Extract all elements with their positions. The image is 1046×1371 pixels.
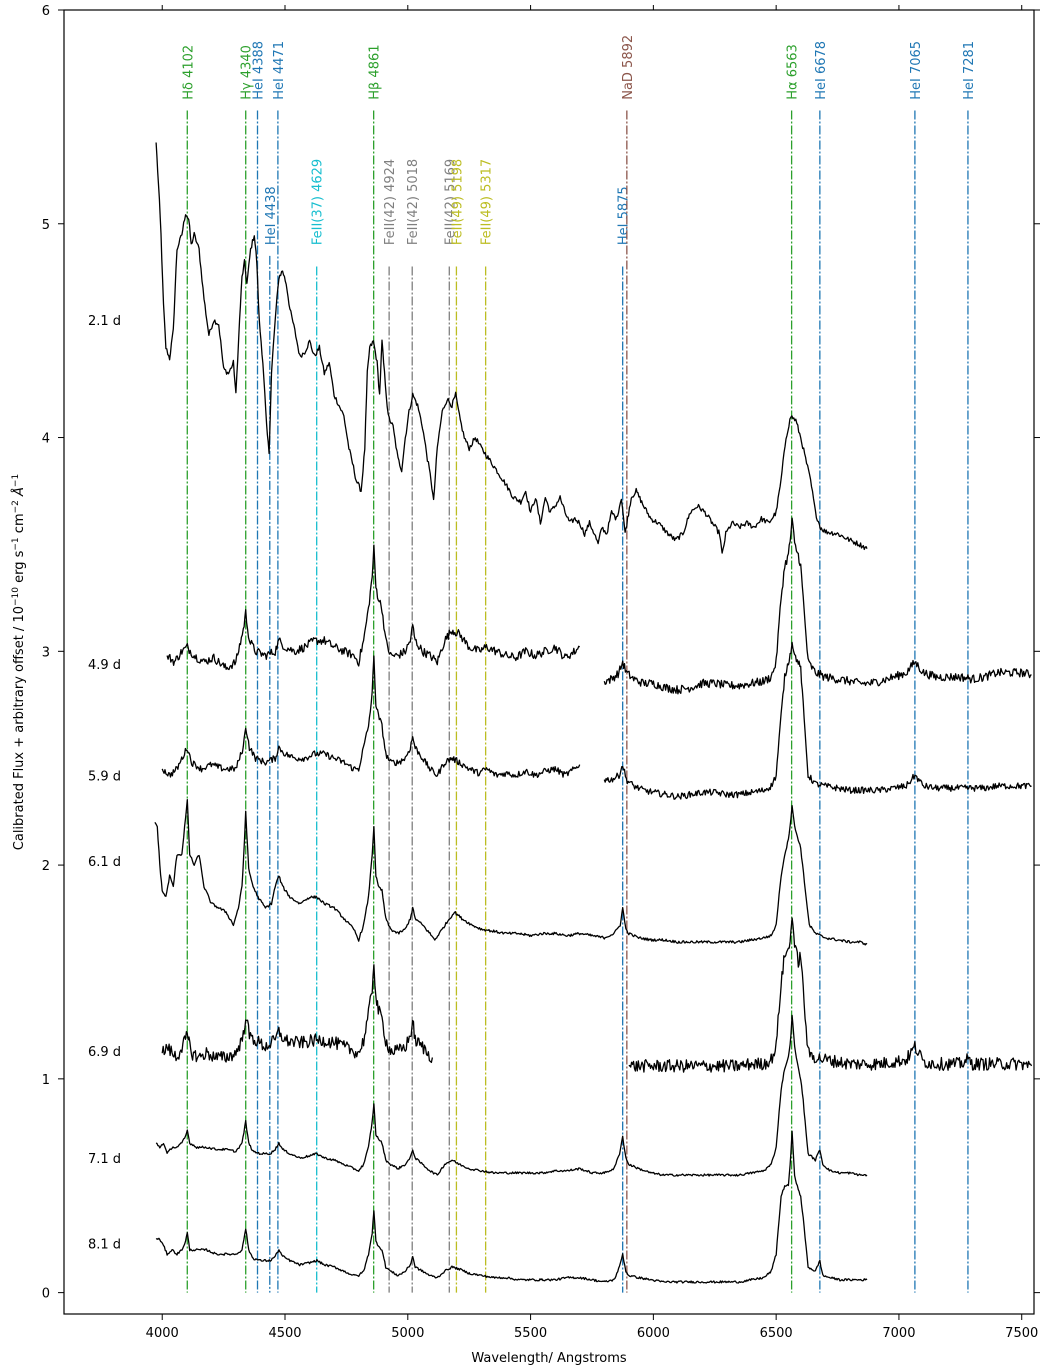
line-marker-label: FeII(49) 5317 — [480, 159, 495, 245]
x-tick-label: 5000 — [391, 1326, 424, 1341]
y-tick-label: 0 — [42, 1287, 50, 1302]
spectrum-line — [603, 641, 1032, 800]
line-marker-label: Hβ 4861 — [368, 44, 383, 99]
spectrum-line — [161, 655, 581, 779]
spectrum-line — [628, 917, 1033, 1073]
y-tick-label: 4 — [42, 432, 50, 447]
x-tick-label: 7000 — [882, 1326, 915, 1341]
line-marker-label: Hγ 4340 — [240, 45, 255, 100]
epoch-label: 2.1 d — [88, 314, 121, 329]
x-tick-label: 4000 — [146, 1326, 179, 1341]
line-marker-label: HeI 4388 — [252, 41, 267, 100]
spectrum-line — [603, 517, 1032, 695]
x-tick-label: 6500 — [760, 1326, 793, 1341]
line-marker-label: FeII(42) 5018 — [406, 159, 421, 245]
line-marker-label: FeII(42) 4924 — [383, 159, 398, 245]
y-tick-label: 2 — [42, 859, 50, 874]
y-tick-label: 1 — [42, 1073, 50, 1088]
spectrum-line — [154, 799, 868, 946]
axes: 4000 4500 5000 5500 6000 6500 7000 7500 0 1 2 3 4 5 6 — [42, 4, 1040, 1341]
spectrum-line — [155, 1130, 868, 1284]
y-axis-label: Calibrated Flux + arbitrary offset / 10−… — [11, 474, 27, 850]
line-marker-label: HeI 6678 — [814, 41, 829, 100]
plot-frame — [63, 9, 1035, 1315]
line-marker-label: HeI 4471 — [272, 41, 287, 100]
line-marker-label: HeI 7065 — [909, 41, 924, 100]
epoch-label: 8.1 d — [88, 1237, 121, 1252]
epoch-label: 4.9 d — [88, 658, 121, 673]
epoch-label: 6.1 d — [88, 855, 121, 870]
line-marker-label: FeII(49) 5198 — [450, 159, 465, 245]
x-axis-label: Wavelength/ Angstroms — [471, 1351, 627, 1366]
x-tick-label: 4500 — [268, 1326, 301, 1341]
line-marker-label: HeI 7281 — [962, 41, 977, 100]
line-marker-label: HeI 5875 — [617, 186, 632, 245]
epoch-label: 5.9 d — [88, 769, 121, 784]
epoch-label: 7.1 d — [88, 1152, 121, 1167]
line-marker-label: FeII(37) 4629 — [311, 159, 326, 245]
line-marker-label: HeI 4438 — [264, 186, 279, 245]
line-marker-label: Hδ 4102 — [181, 45, 196, 100]
line-marker-label: FeII(42) 5169 — [443, 159, 458, 245]
line-marker-label: NaD 5892 — [621, 35, 636, 100]
spectrum-line — [155, 1014, 868, 1177]
line-marker-label: Hα 6563 — [786, 44, 801, 100]
spectrum-line — [166, 544, 581, 671]
axis-labels: Wavelength/ Angstroms Calibrated Flux + … — [11, 474, 627, 1366]
spectra-series: 2.1 d 4.9 d 5.9 d 6.1 d 6.9 d 7.1 d 8.1 d — [88, 142, 1033, 1284]
spectrum-line — [155, 142, 868, 554]
x-tick-label: 6000 — [637, 1326, 670, 1341]
y-tick-label: 6 — [42, 4, 50, 19]
x-tick-label: 7500 — [1005, 1326, 1038, 1341]
x-tick-label: 5500 — [514, 1326, 547, 1341]
y-tick-label: 5 — [42, 218, 50, 233]
spectrum-line — [161, 964, 434, 1064]
epoch-label: 6.9 d — [88, 1045, 121, 1060]
y-tick-label: 3 — [42, 645, 50, 660]
